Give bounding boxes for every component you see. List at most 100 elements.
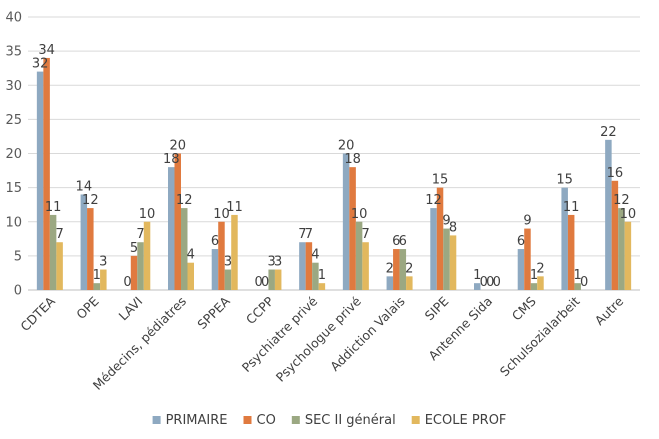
- data-labels: 3234117141213057101820124610311003377412…: [32, 43, 636, 290]
- x-tick-label: Psychiatre privé: [239, 293, 321, 375]
- gridlines: [28, 16, 640, 291]
- data-label: 0: [580, 275, 588, 290]
- x-tick-label: CDTEA: [17, 293, 58, 334]
- data-label: 18: [163, 152, 180, 167]
- data-label: 6: [517, 234, 525, 249]
- data-label: 10: [139, 207, 156, 222]
- bar: [299, 242, 306, 290]
- bar: [87, 208, 94, 290]
- data-label: 0: [486, 275, 494, 290]
- data-label: 12: [82, 193, 99, 208]
- legend: PRIMAIRE CO SEC II général ECOLE PROF: [152, 413, 507, 428]
- bar: [430, 208, 437, 290]
- bar: [143, 221, 151, 290]
- legend-item: SEC II général: [291, 413, 396, 428]
- data-label: 4: [311, 248, 319, 263]
- data-label: 0: [480, 275, 488, 290]
- data-label: 0: [261, 275, 269, 290]
- data-label: 16: [607, 166, 624, 181]
- data-label: 22: [600, 125, 617, 140]
- data-label: 11: [45, 200, 62, 215]
- bar: [56, 242, 63, 290]
- x-tick-label: CMS: [509, 293, 539, 323]
- bar: [474, 283, 481, 290]
- legend-swatch: [152, 416, 161, 424]
- bar: [174, 153, 181, 290]
- data-label: 7: [361, 227, 369, 242]
- data-label: 2: [405, 261, 413, 276]
- bar: [386, 276, 394, 290]
- bar: [130, 255, 138, 290]
- data-label: 0: [123, 275, 131, 290]
- bar: [342, 153, 350, 290]
- bar: [537, 276, 544, 290]
- bar: [561, 187, 568, 290]
- legend-label: CO: [257, 413, 276, 428]
- y-tick-label: 5: [14, 249, 22, 264]
- bar: [80, 194, 88, 290]
- legend-swatch: [411, 416, 420, 424]
- x-tick-label: Autre: [592, 293, 627, 328]
- bar: [181, 208, 188, 290]
- bar: [312, 262, 319, 290]
- bar: [567, 214, 575, 290]
- y-tick-label: 10: [5, 215, 22, 230]
- legend-label: SEC II général: [305, 413, 396, 428]
- y-tick-label: 0: [14, 284, 22, 299]
- data-label: 1: [473, 268, 481, 283]
- legend-label: PRIMAIRE: [166, 413, 228, 428]
- x-tick-label: LAVI: [116, 294, 146, 324]
- legend-swatch: [243, 416, 252, 424]
- legend-label: ECOLE PROF: [425, 413, 507, 428]
- data-label: 3: [224, 255, 232, 270]
- data-label: 5: [130, 241, 138, 256]
- bar: [93, 283, 101, 290]
- data-label: 34: [38, 43, 55, 58]
- bar: [449, 235, 457, 290]
- data-label: 12: [176, 193, 193, 208]
- bar: [137, 242, 144, 290]
- data-label: 15: [556, 173, 573, 188]
- bar: [436, 187, 444, 290]
- y-tick-label: 40: [5, 11, 22, 26]
- bar: [362, 242, 369, 290]
- y-tick-label: 15: [5, 181, 22, 196]
- data-label: 11: [563, 200, 580, 215]
- bar: [168, 167, 175, 290]
- bar: [406, 276, 413, 290]
- y-tick-label: 35: [5, 45, 22, 60]
- bar: [268, 269, 275, 290]
- data-label: 3: [268, 255, 276, 270]
- bar: [618, 208, 625, 290]
- x-tick-label: CCPP: [243, 293, 277, 327]
- data-label: 20: [169, 139, 186, 154]
- bar: [100, 269, 107, 290]
- data-label: 12: [613, 193, 630, 208]
- bars: [36, 57, 632, 291]
- bar: [443, 228, 450, 290]
- bar: [49, 214, 57, 290]
- data-label: 4: [187, 248, 195, 263]
- data-label: 8: [449, 220, 457, 235]
- data-label: 6: [211, 234, 219, 249]
- bar: [524, 228, 531, 290]
- data-label: 9: [442, 214, 450, 229]
- data-label: 6: [399, 234, 407, 249]
- bar: [349, 167, 356, 290]
- bar: [36, 71, 44, 290]
- bar: [305, 242, 313, 290]
- data-label: 7: [55, 227, 63, 242]
- legend-item: CO: [243, 413, 276, 428]
- x-tick-label: OPE: [73, 293, 102, 322]
- bar: [187, 262, 194, 290]
- y-tick-label: 25: [5, 113, 22, 128]
- bar: [218, 221, 225, 290]
- bar: [624, 221, 632, 290]
- bar: [231, 214, 238, 290]
- y-axis: 0 5 10 15 20 25 30 35 40: [5, 11, 22, 299]
- y-tick-label: 30: [5, 79, 22, 94]
- data-label: 1: [574, 268, 582, 283]
- legend-swatch: [291, 416, 300, 424]
